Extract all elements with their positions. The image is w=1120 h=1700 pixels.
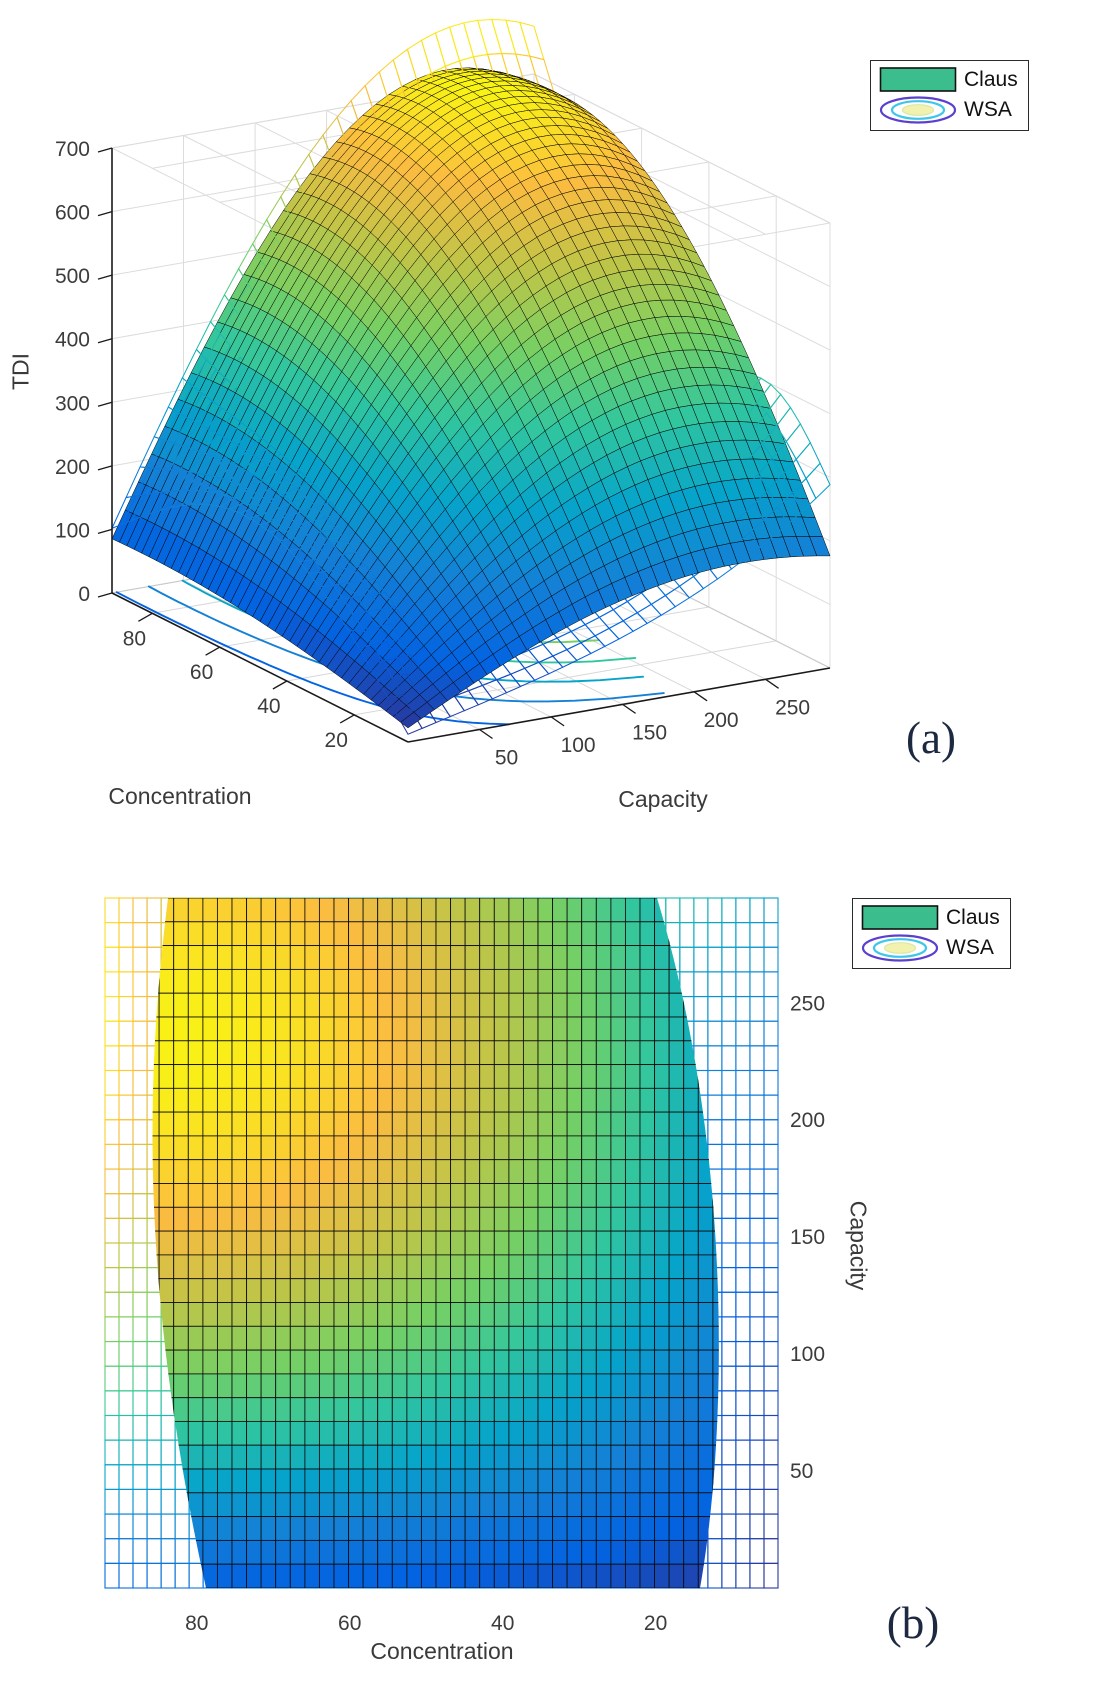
tick-label: 400 <box>55 329 90 352</box>
tick-label: 60 <box>338 1612 361 1635</box>
wsa-rings-icon <box>879 96 957 124</box>
legend-label-wsa: WSA <box>964 98 1012 121</box>
legend-label-wsa: WSA <box>946 936 994 959</box>
tick-label: 20 <box>644 1612 667 1635</box>
tick-label: 150 <box>632 721 667 744</box>
tick-label: 60 <box>190 661 213 684</box>
claus-surface-b <box>152 898 719 1588</box>
legend-entry-wsa: WSA <box>861 934 1000 962</box>
tick-label: 80 <box>185 1612 208 1635</box>
tick-label: 600 <box>55 202 90 225</box>
legend-label-claus: Claus <box>946 905 1000 929</box>
panel-caption-b: (b) <box>886 1598 940 1648</box>
legend-a: Claus WSA <box>870 60 1029 131</box>
surface-plot-a: 0 100 200 300 400 500 600 700 20 40 60 80 50 100 150 20… <box>55 18 831 770</box>
legend-b: Claus WSA <box>852 898 1011 969</box>
tick-label: 300 <box>55 392 90 415</box>
tick-label: 100 <box>561 734 596 757</box>
claus-swatch-icon <box>861 905 939 930</box>
tick-label: 40 <box>257 695 280 718</box>
wsa-rings-icon <box>861 934 939 962</box>
concentration-axis-label-b: Concentration <box>370 1638 514 1664</box>
tick-label: 20 <box>325 729 348 752</box>
tick-label: 50 <box>790 1460 813 1483</box>
legend-label-claus: Claus <box>964 67 1018 91</box>
tick-label: 200 <box>704 709 739 732</box>
surfaces-a <box>110 18 831 735</box>
z-axis-label-a: TDI <box>7 352 34 391</box>
concentration-axis-label-a: Concentration <box>108 783 252 809</box>
tick-label: 500 <box>55 265 90 288</box>
tick-label: 50 <box>495 747 518 770</box>
tick-label: 0 <box>78 583 90 606</box>
tick-label: 200 <box>55 456 90 479</box>
tick-label: 80 <box>123 627 146 650</box>
surface-plot-b: 20 40 60 80 50 100 150 200 250 <box>104 897 825 1635</box>
tick-label: 250 <box>775 696 810 719</box>
legend-entry-wsa: WSA <box>879 96 1018 124</box>
axes-b: 20 40 60 80 50 100 150 200 250 <box>185 992 825 1635</box>
tick-label: 100 <box>790 1343 825 1366</box>
tick-label: 700 <box>55 138 90 161</box>
legend-entry-claus: Claus <box>861 904 1000 931</box>
tick-label: 200 <box>790 1109 825 1132</box>
tick-label: 150 <box>790 1226 825 1249</box>
capacity-axis-label-a: Capacity <box>618 786 708 812</box>
tick-label: 100 <box>55 519 90 542</box>
tick-label: 250 <box>790 992 825 1015</box>
axes-a: 0 100 200 300 400 500 600 700 20 40 60 80 50 100 150 20… <box>55 138 831 770</box>
claus-swatch-icon <box>879 67 957 92</box>
legend-entry-claus: Claus <box>879 66 1018 93</box>
tick-label: 40 <box>491 1612 514 1635</box>
capacity-axis-label-b: Capacity <box>845 1200 872 1291</box>
panel-caption-a: (a) <box>906 713 956 763</box>
